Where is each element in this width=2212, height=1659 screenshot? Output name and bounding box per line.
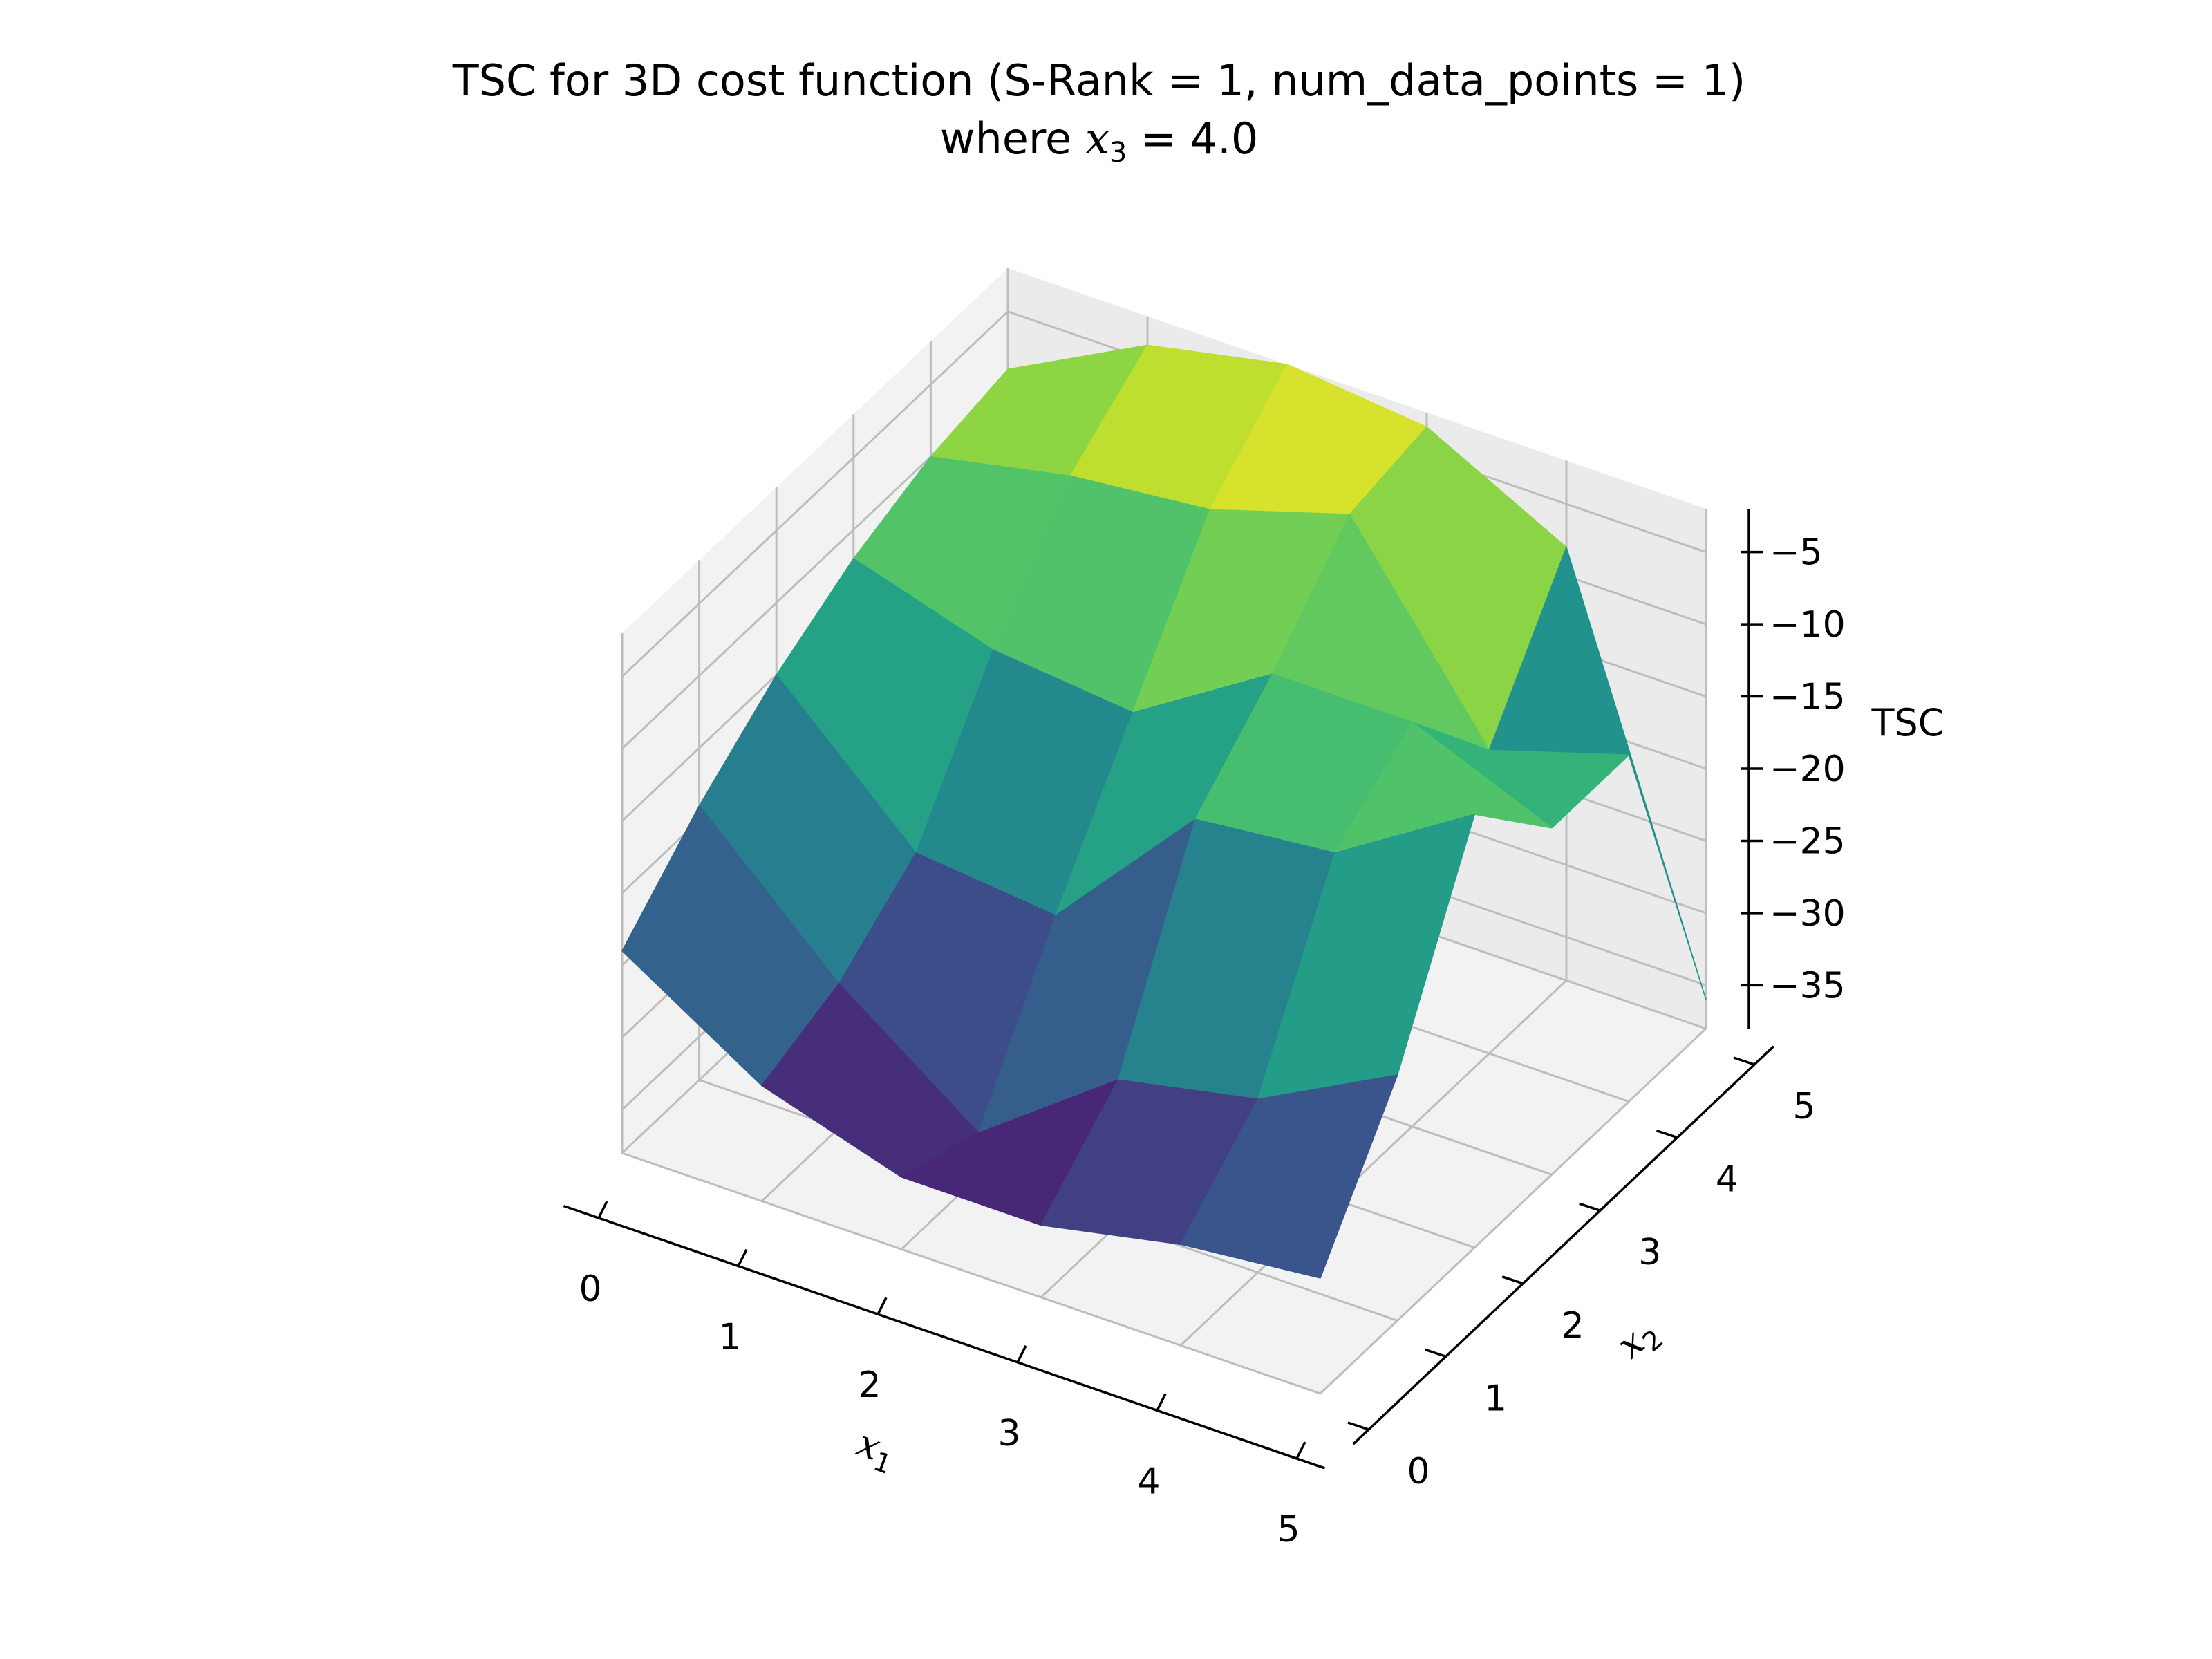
x-tick [1295, 1441, 1306, 1459]
x-tick-label: 3 [997, 1413, 1020, 1454]
y-tick-label: 5 [1792, 1086, 1815, 1127]
y-axis-line [1352, 1045, 1775, 1445]
y-tick [1579, 1202, 1601, 1212]
z-tick-label: −20 [1770, 749, 1846, 790]
x-axis-label: x1 [850, 1421, 902, 1480]
surface-patch [1180, 1074, 1398, 1279]
z-axis-label: TSC [1871, 701, 1944, 744]
z-tick-label: −35 [1770, 965, 1846, 1006]
surface-patches [621, 344, 1707, 1279]
y-tick [1733, 1056, 1755, 1066]
z-tick-label: −10 [1770, 604, 1846, 646]
y-tick-label: 1 [1484, 1378, 1507, 1419]
x-tick-label: 4 [1137, 1461, 1160, 1502]
x-tick-label: 2 [858, 1365, 881, 1406]
z-tick-label: −30 [1770, 893, 1846, 935]
chart-title: TSC for 3D cost function (S-Rank = 1, nu… [452, 55, 1746, 106]
x-tick [1016, 1345, 1027, 1363]
x-axis-line [563, 1204, 1325, 1470]
y-tick [1425, 1348, 1447, 1358]
y-tick [1656, 1129, 1678, 1139]
y-tick-label: 2 [1562, 1305, 1584, 1347]
y-tick-label: 0 [1407, 1451, 1430, 1492]
y-axis-label: x2 [1609, 1309, 1669, 1371]
z-tick-label: −5 [1770, 532, 1823, 574]
y-tick [1347, 1421, 1369, 1431]
x-tick [1156, 1393, 1167, 1412]
chart-subtitle: where x3 = 4.0 [940, 113, 1259, 169]
tick-labels: 0 1 2 3 4 5 0 1 2 3 4 5 −35 −30 −25 −20 −15 −10 −5 [579, 532, 1845, 1550]
x-tick [737, 1248, 748, 1267]
x-tick [877, 1297, 888, 1315]
y-tick [1501, 1275, 1524, 1285]
grid-line-y [621, 633, 1321, 1395]
x-tick [597, 1201, 608, 1219]
x-tick-label: 0 [579, 1268, 601, 1310]
y-tick-label: 4 [1716, 1159, 1738, 1201]
x-tick-label: 1 [718, 1317, 741, 1358]
axis-lines [563, 509, 1775, 1470]
x-tick-label: 5 [1277, 1509, 1300, 1550]
z-tick-label: −15 [1770, 677, 1846, 718]
z-tick-label: −25 [1770, 821, 1846, 862]
y-tick-label: 3 [1638, 1232, 1661, 1273]
